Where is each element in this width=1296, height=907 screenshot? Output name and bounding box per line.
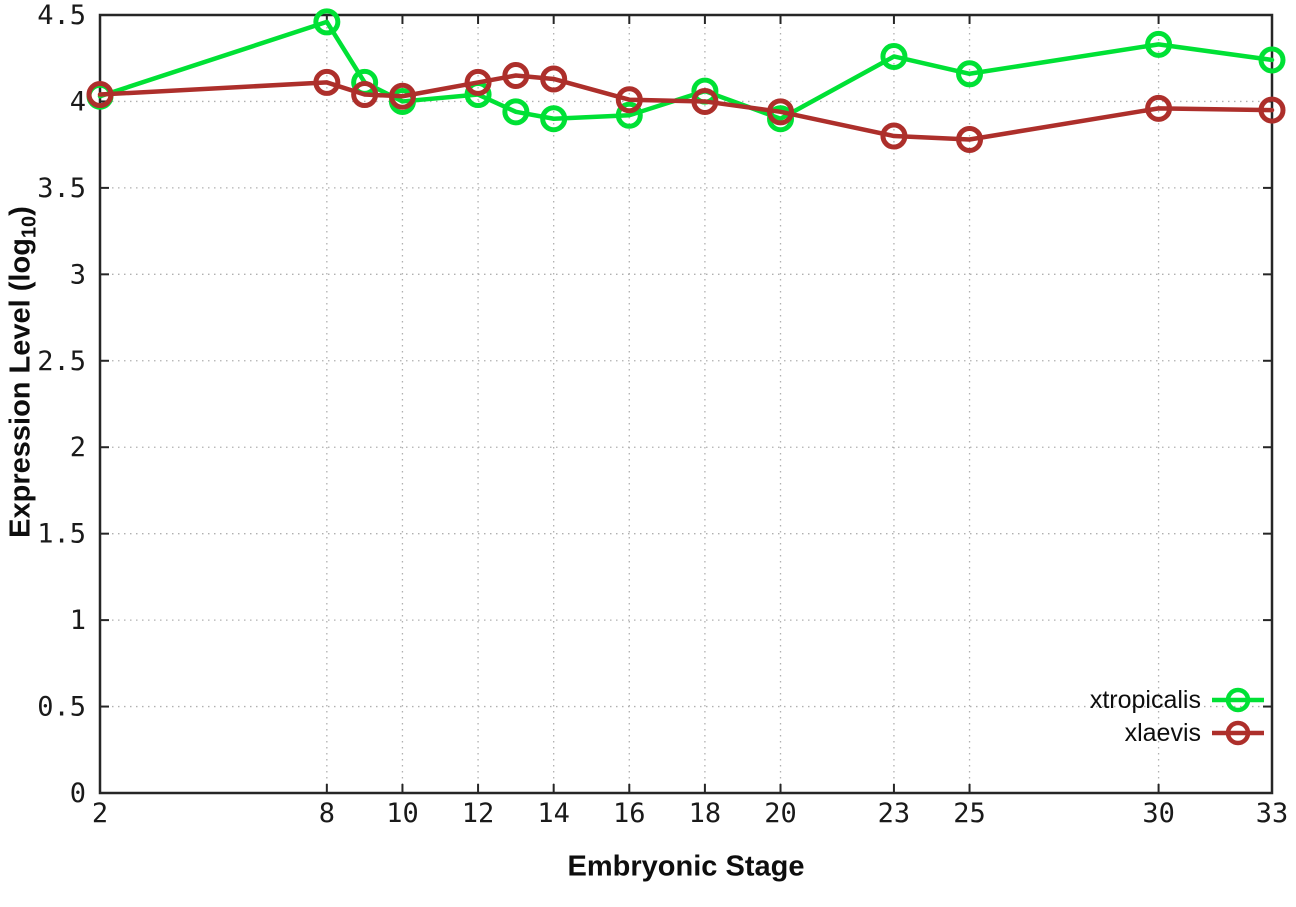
svg-text:20: 20 bbox=[764, 798, 797, 829]
svg-text:4.5: 4.5 bbox=[37, 0, 86, 31]
y-axis-title-subscript: 10 bbox=[18, 215, 41, 239]
svg-text:14: 14 bbox=[537, 798, 570, 829]
svg-text:30: 30 bbox=[1142, 798, 1175, 829]
legend-marker-xlaevis-icon bbox=[1212, 720, 1264, 746]
svg-text:0: 0 bbox=[70, 778, 86, 809]
y-axis-title: Expression Level (log10) bbox=[4, 206, 41, 538]
svg-text:0.5: 0.5 bbox=[37, 692, 86, 723]
legend: xtropicalis xlaevis bbox=[1090, 685, 1266, 748]
y-axis-title-text: Expression Level (log bbox=[4, 238, 37, 538]
legend-entry-xlaevis: xlaevis bbox=[1125, 718, 1266, 748]
svg-text:12: 12 bbox=[462, 798, 495, 829]
legend-marker-xtropicalis-icon bbox=[1212, 687, 1264, 713]
svg-text:1.5: 1.5 bbox=[37, 519, 86, 550]
svg-text:2: 2 bbox=[92, 798, 108, 829]
svg-text:2.5: 2.5 bbox=[37, 346, 86, 377]
svg-text:3.5: 3.5 bbox=[37, 173, 86, 204]
svg-text:10: 10 bbox=[386, 798, 419, 829]
legend-entry-xtropicalis: xtropicalis bbox=[1090, 685, 1266, 715]
svg-text:3: 3 bbox=[70, 259, 86, 290]
x-axis-title: Embryonic Stage bbox=[567, 850, 805, 883]
svg-text:8: 8 bbox=[319, 798, 335, 829]
svg-text:4: 4 bbox=[70, 86, 86, 117]
legend-label-xlaevis: xlaevis bbox=[1124, 718, 1201, 747]
svg-text:33: 33 bbox=[1256, 798, 1289, 829]
svg-text:23: 23 bbox=[878, 798, 911, 829]
svg-text:18: 18 bbox=[689, 798, 722, 829]
svg-text:25: 25 bbox=[953, 798, 986, 829]
svg-text:16: 16 bbox=[613, 798, 646, 829]
svg-text:1: 1 bbox=[70, 605, 86, 636]
legend-label-xtropicalis: xtropicalis bbox=[1089, 685, 1201, 714]
y-axis-title-close: ) bbox=[4, 206, 37, 216]
svg-text:2: 2 bbox=[70, 432, 86, 463]
